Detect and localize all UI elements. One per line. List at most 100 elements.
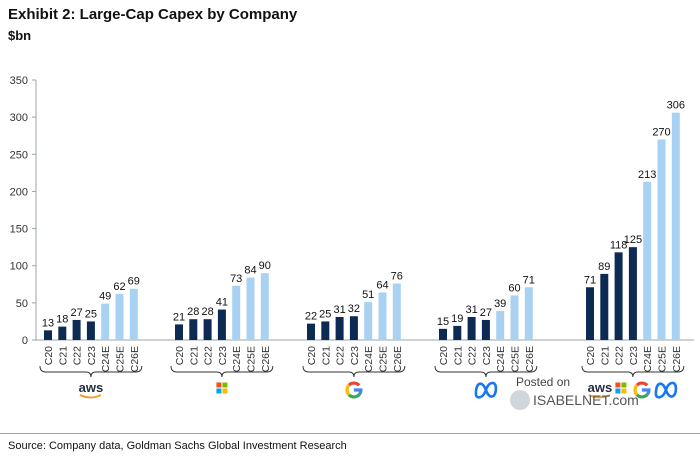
y-tick-label: 0 [22, 335, 28, 347]
data-label: 15 [437, 316, 449, 328]
data-label: 118 [610, 239, 628, 251]
data-label: 84 [244, 265, 256, 277]
x-tick-label: C25E [378, 346, 390, 372]
data-label: 27 [480, 307, 492, 319]
x-tick-label: C20 [174, 346, 186, 365]
x-tick-label: C26E [671, 346, 683, 372]
group-bracket [434, 365, 538, 378]
x-tick-label: C24E [100, 346, 112, 372]
group-logos: aws aws [79, 380, 678, 399]
x-tick-label: C20 [306, 346, 318, 365]
data-label: 41 [216, 297, 228, 309]
x-tick-label: C22 [614, 346, 626, 365]
bar [175, 324, 183, 340]
microsoft-square [216, 382, 222, 388]
bar [600, 273, 609, 340]
data-label: 76 [391, 271, 403, 283]
microsoft-square [222, 388, 228, 394]
bar [203, 319, 212, 340]
data-label: 306 [667, 100, 685, 112]
google-arc [347, 381, 361, 387]
bar [614, 252, 623, 340]
bar [101, 303, 110, 340]
google-arc [353, 388, 363, 396]
x-tick-label: C23 [217, 346, 229, 365]
bar [349, 316, 358, 340]
x-tick-label: C26E [260, 346, 272, 372]
bar [439, 328, 447, 340]
x-tick-label: C21 [452, 346, 464, 365]
microsoft-square [216, 388, 222, 394]
data-label: 39 [494, 298, 506, 310]
data-label: 28 [201, 306, 213, 318]
y-axis: 0 50 100 150 200 250 300 350 [10, 75, 694, 347]
group-bracket [302, 365, 406, 378]
chart-title: Exhibit 2: Large-Cap Capex by Company [8, 6, 298, 23]
all-companies-icons: aws [588, 380, 678, 399]
aws-icon: aws [79, 380, 104, 399]
x-tick-label: C23 [86, 346, 98, 365]
data-label: 71 [584, 274, 596, 286]
bar [657, 139, 666, 340]
x-tick-label: C25E [246, 346, 258, 372]
watermark-line1: Posted on [516, 375, 570, 389]
bar [321, 321, 330, 340]
bar [217, 309, 226, 340]
x-tick-label: C22 [467, 346, 479, 365]
microsoft-square [615, 388, 621, 394]
bar [467, 316, 476, 340]
data-label: 89 [598, 261, 610, 273]
data-label: 27 [70, 307, 82, 319]
bar [246, 277, 255, 340]
x-tick-label: C24E [231, 346, 243, 372]
data-label: 18 [56, 314, 68, 326]
x-tick-label: C20 [438, 346, 450, 365]
bar [335, 316, 344, 340]
bar [72, 319, 81, 340]
y-tick-label: 250 [10, 149, 28, 161]
x-tick-label: C22 [72, 346, 84, 365]
group-bracket [170, 365, 274, 378]
meta-infinity [654, 381, 678, 399]
x-tick-label: C24E [642, 346, 654, 372]
aws-wordmark: aws [588, 380, 613, 395]
watermark-globe-icon [510, 390, 530, 410]
data-label: 25 [319, 308, 331, 320]
data-label: 90 [259, 260, 271, 272]
google-arc [641, 388, 651, 396]
google-arc [635, 393, 649, 399]
y-tick-label: 350 [10, 75, 28, 87]
x-tick-label: C23 [628, 346, 640, 365]
bar [586, 287, 594, 340]
y-tick-label: 150 [10, 224, 28, 236]
bar [496, 311, 505, 340]
meta-icon [474, 381, 498, 399]
bar [524, 287, 533, 340]
data-label: 71 [523, 274, 535, 286]
microsoft-square [615, 382, 621, 388]
bars [44, 112, 680, 340]
y-tick-label: 100 [10, 261, 28, 273]
bar [510, 295, 519, 340]
bar [364, 302, 373, 340]
x-tick-label: C23 [481, 346, 493, 365]
google-arc [347, 393, 361, 399]
bar [453, 325, 462, 340]
source-note: Source: Company data, Goldman Sachs Glob… [8, 440, 347, 452]
x-tick-label: C21 [57, 346, 69, 365]
group-bracket [581, 365, 685, 378]
bar [378, 292, 387, 340]
group-brackets [39, 365, 685, 378]
data-label: 25 [85, 308, 97, 320]
x-tick-label: C21 [188, 346, 200, 365]
data-label: 31 [333, 304, 345, 316]
x-tick-label: C20 [43, 346, 55, 365]
bar [129, 288, 138, 340]
data-label: 73 [230, 273, 242, 285]
data-label: 60 [508, 282, 520, 294]
bar [86, 321, 95, 340]
data-label: 13 [42, 317, 54, 329]
aws-wordmark: aws [79, 380, 104, 395]
microsoft-square [621, 388, 627, 394]
